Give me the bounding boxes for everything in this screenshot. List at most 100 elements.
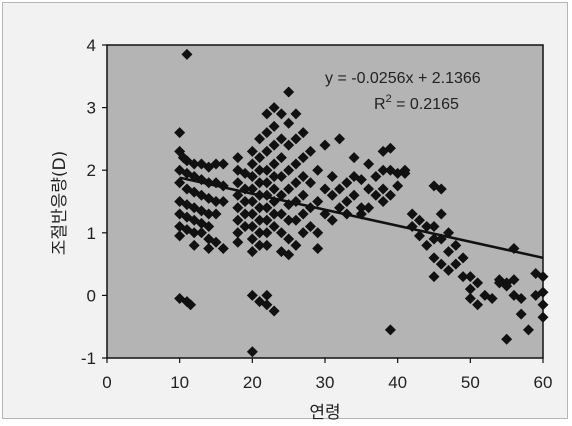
data-point-17 [174,177,186,189]
data-point-197 [457,252,469,264]
data-point-152 [341,196,353,207]
data-point-110 [275,227,287,239]
data-point-188 [435,183,447,195]
data-point-103 [268,305,280,317]
data-point-143 [319,183,331,195]
data-point-134 [304,145,316,157]
data-point-126 [290,214,302,226]
y-axis-label: 조절반응량(D) [50,151,70,256]
data-point-140 [312,227,324,239]
data-point-148 [334,133,346,145]
data-point-98 [268,170,280,182]
data-point-37 [188,227,200,239]
data-point-67 [246,221,258,233]
data-point-127 [290,239,302,251]
data-point-39 [174,230,186,242]
data-point-66 [246,208,258,220]
data-point-50 [232,177,244,189]
data-point-171 [384,189,396,201]
data-point-114 [283,139,295,151]
data-point-179 [413,214,425,226]
data-point-154 [348,152,360,164]
data-point-95 [268,120,280,132]
data-point-0 [181,48,193,60]
data-point-187 [428,271,440,283]
plot-area [107,45,543,358]
data-point-216 [522,324,534,336]
data-point-90 [261,227,273,239]
data-point-48 [232,152,244,164]
data-point-65 [246,196,258,207]
data-point-113 [283,117,295,129]
data-point-129 [297,152,309,164]
data-point-147 [326,214,338,226]
data-point-83 [261,127,273,139]
data-point-8 [210,158,222,170]
data-point-200 [464,283,476,295]
data-point-162 [363,202,375,214]
data-point-157 [355,174,367,186]
data-point-84 [261,145,273,157]
data-point-74 [254,164,266,176]
data-point-69 [246,246,258,258]
data-point-51 [232,189,244,201]
data-point-64 [246,183,258,195]
data-point-82 [261,108,273,120]
data-point-107 [275,170,287,182]
data-point-59 [239,208,251,220]
chart-frame: 0 10 20 30 40 50 60 -1 0 1 2 3 4 y = -0.0256x + 2.1… [2,2,568,423]
data-point-118 [283,214,295,226]
data-point-138 [312,164,324,176]
data-point-72 [254,133,266,145]
data-point-99 [268,183,280,195]
x-tick-label-3: 30 [316,373,335,392]
data-point-116 [283,183,295,195]
data-point-189 [435,208,447,220]
data-point-58 [239,196,251,207]
data-point-139 [312,196,324,207]
x-tick-label-2: 20 [243,373,262,392]
data-point-202 [472,277,484,289]
data-point-78 [254,214,266,226]
data-point-156 [348,189,360,201]
data-point-77 [254,202,266,214]
data-point-60 [239,221,251,233]
scatter-chart: 0 10 20 30 40 50 60 -1 0 1 2 3 4 y = -0.0256x + 2.1… [50,36,552,423]
data-point-198 [457,271,469,283]
data-point-85 [261,164,273,176]
x-tick-label-1: 10 [170,373,189,392]
data-point-88 [261,202,273,214]
data-point-94 [268,102,280,114]
data-point-28 [203,208,215,220]
data-point-160 [363,158,375,170]
r-squared-label: R2 = 0.2165 [374,93,459,113]
data-point-120 [283,249,295,261]
data-point-185 [428,233,440,245]
y-tick-label-4: 3 [87,99,96,118]
data-point-215 [515,308,527,320]
x-tick-label-0: 0 [102,373,111,392]
data-point-105 [275,133,287,145]
y-tick-label-3: 2 [87,161,96,180]
data-point-43 [203,242,215,254]
data-point-184 [428,221,440,233]
data-point-91 [261,239,273,251]
data-point-211 [508,274,520,286]
y-axis-ticks: -1 0 1 2 3 4 [81,36,107,368]
data-point-109 [275,208,287,220]
data-point-124 [290,177,302,189]
data-point-104 [275,108,287,120]
data-point-181 [421,221,433,233]
data-point-145 [326,170,338,182]
data-point-101 [268,208,280,220]
data-point-42 [188,239,200,251]
data-point-132 [297,208,309,220]
data-point-203 [472,299,484,311]
data-point-89 [261,214,273,226]
data-point-92 [261,289,273,301]
data-point-131 [297,189,309,201]
data-point-174 [392,180,404,192]
x-axis-label: 연령 [309,403,340,423]
data-point-201 [464,293,476,305]
data-point-122 [290,133,302,145]
